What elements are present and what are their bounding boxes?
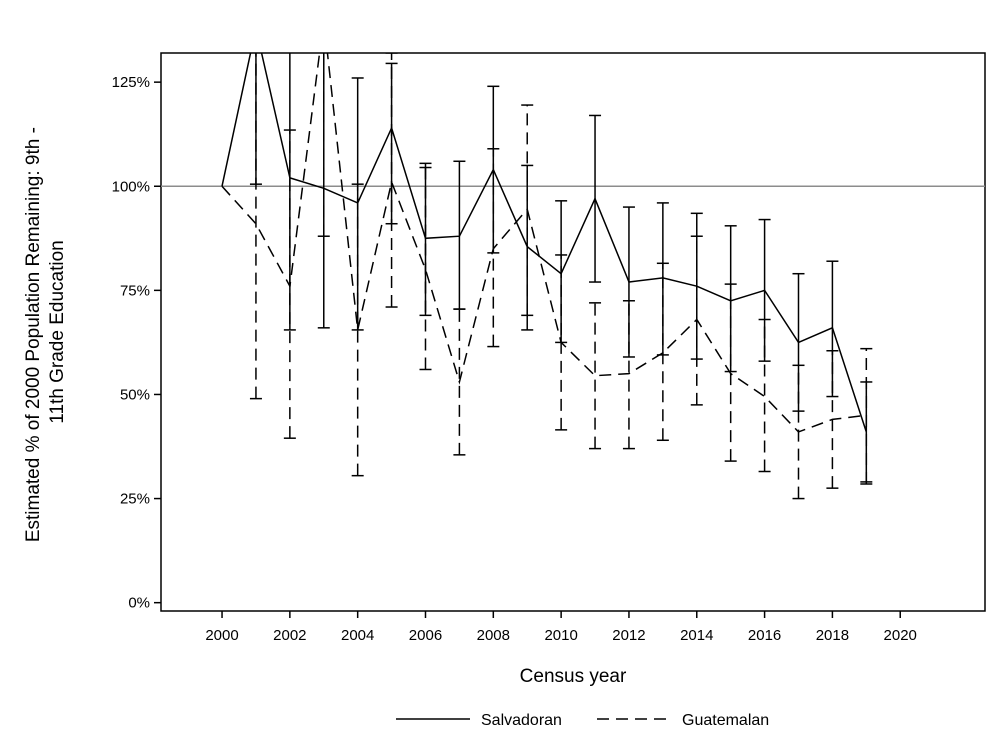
error-bar-guatemalan xyxy=(453,308,466,456)
y-axis-title-line-1: Estimated % of 2000 Population Remaining… xyxy=(23,127,44,542)
error-bar-guatemalan xyxy=(283,129,296,439)
y-axis-title: Estimated % of 2000 Population Remaining… xyxy=(23,122,68,542)
y-tick-label: 75% xyxy=(120,282,150,299)
error-bar-guatemalan xyxy=(419,166,432,371)
y-tick-label: 50% xyxy=(120,386,150,403)
error-bar-guatemalan xyxy=(487,148,500,348)
legend-label-salvadoran: Salvadoran xyxy=(481,712,562,729)
y-tick-label: 0% xyxy=(128,595,150,612)
error-bar-guatemalan xyxy=(826,349,839,489)
x-tick-label: 2014 xyxy=(680,627,713,644)
y-tick-label: 25% xyxy=(120,491,150,508)
x-tick-label: 2006 xyxy=(409,627,442,644)
x-tick-label: 2008 xyxy=(477,627,510,644)
error-bar-guatemalan xyxy=(690,235,703,406)
x-tick-label: 2000 xyxy=(205,627,238,644)
x-tick-label: 2020 xyxy=(884,627,917,644)
error-bar-guatemalan xyxy=(249,53,262,400)
error-bar-guatemalan xyxy=(622,300,635,450)
error-bar-guatemalan xyxy=(521,104,534,317)
y-tick-label: 100% xyxy=(112,178,150,195)
error-bar-salvadoran xyxy=(589,114,602,283)
error-bar-guatemalan xyxy=(317,53,330,237)
error-bar-guatemalan xyxy=(792,364,805,500)
y-tick-label: 125% xyxy=(112,74,150,91)
error-bar-guatemalan xyxy=(589,302,602,450)
error-bar-guatemalan xyxy=(385,53,398,308)
series-line-salvadoran xyxy=(221,53,868,433)
legend-label-guatemalan: Guatemalan xyxy=(682,712,769,729)
y-axis-title-line-2: 11th Grade Education xyxy=(47,240,68,423)
x-tick-label: 2004 xyxy=(341,627,374,644)
x-tick-label: 2012 xyxy=(612,627,645,644)
x-tick-label: 2002 xyxy=(273,627,306,644)
plot-area xyxy=(160,52,986,612)
error-bar-guatemalan xyxy=(724,283,737,462)
error-bar-guatemalan xyxy=(656,262,669,442)
x-tick-label: 2018 xyxy=(816,627,849,644)
error-bar-guatemalan xyxy=(860,347,873,485)
series-line-guatemalan xyxy=(221,53,867,433)
error-bar-guatemalan xyxy=(555,254,568,431)
x-tick-label: 2016 xyxy=(748,627,781,644)
series-guatemalan xyxy=(221,53,873,500)
error-bar-guatemalan xyxy=(758,318,771,473)
error-bar-guatemalan xyxy=(351,183,364,477)
x-tick-label: 2010 xyxy=(544,627,577,644)
x-axis-title: Census year xyxy=(520,666,627,687)
legend: Salvadoran Guatemalan xyxy=(396,712,769,729)
